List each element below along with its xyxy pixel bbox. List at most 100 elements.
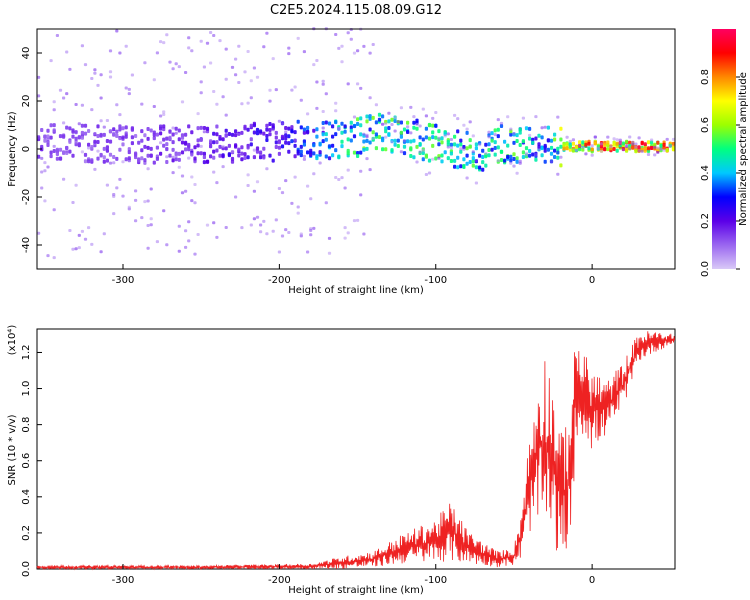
- heatmap-cell: [618, 141, 622, 145]
- heatmap-cell: [118, 137, 122, 141]
- heatmap-cell: [446, 145, 450, 149]
- heatmap-cell: [124, 44, 128, 48]
- heatmap-cell: [352, 219, 357, 223]
- heatmap-cell: [152, 130, 156, 135]
- heatmap-cell: [593, 135, 597, 139]
- heatmap-cell: [399, 120, 403, 125]
- heatmap-cell: [268, 122, 272, 126]
- heatmap-cell: [96, 134, 100, 138]
- heatmap-cell: [615, 148, 619, 153]
- heatmap-cell: [102, 132, 106, 137]
- heatmap-cell: [83, 237, 88, 241]
- heatmap-cell: [224, 133, 228, 138]
- heatmap-cell: [134, 198, 138, 202]
- heatmap-cell: [68, 139, 72, 144]
- heatmap-cell: [324, 132, 328, 137]
- heatmap-cell: [356, 122, 360, 126]
- heatmap-cell: [612, 147, 616, 151]
- heatmap-cell: [255, 75, 260, 79]
- heatmap-cell: [271, 57, 275, 61]
- heatmap-cell: [246, 155, 250, 160]
- heatmap-cell: [412, 125, 416, 130]
- heatmap-cell: [424, 126, 428, 131]
- heatmap-cell: [80, 103, 84, 107]
- heatmap-cell: [52, 123, 56, 128]
- heatmap-cell: [309, 197, 313, 201]
- heatmap-cell: [309, 229, 313, 232]
- heatmap-cell: [209, 144, 213, 149]
- heatmap-cell: [255, 149, 260, 154]
- heatmap-cell: [509, 158, 513, 163]
- heatmap-cell: [199, 151, 203, 156]
- heatmap-cell: [149, 128, 153, 133]
- heatmap-cell: [321, 126, 325, 130]
- snr-x-tick-label: 0: [589, 575, 595, 586]
- heatmap-cell: [118, 147, 122, 152]
- heatmap-cell: [246, 101, 250, 105]
- heatmap-cell: [371, 130, 375, 135]
- heatmap-cell: [237, 44, 241, 48]
- heatmap-cell: [393, 119, 397, 123]
- heatmap-cell: [52, 208, 56, 212]
- heatmap-cell: [359, 123, 363, 128]
- colorbar-gradient: [712, 29, 736, 269]
- heatmap-cell: [662, 142, 666, 147]
- heatmap-cell: [612, 142, 616, 147]
- heatmap-cell: [252, 189, 256, 193]
- heatmap-cell: [230, 132, 235, 137]
- heatmap-cell: [340, 176, 344, 180]
- heatmap-cell: [459, 147, 463, 151]
- heatmap-cell: [243, 70, 247, 74]
- heatmap-cell: [40, 128, 44, 132]
- heatmap-cell: [321, 121, 325, 125]
- heatmap-cell: [162, 113, 166, 116]
- heatmap-cell: [155, 51, 159, 55]
- spectrogram-y-tick-label: 20: [21, 95, 32, 108]
- heatmap-cell: [230, 150, 235, 154]
- heatmap-cell: [108, 152, 113, 157]
- heatmap-cell: [427, 123, 432, 128]
- heatmap-cell: [77, 142, 81, 147]
- heatmap-cell: [255, 180, 260, 184]
- heatmap-cell: [528, 153, 532, 158]
- heatmap-cell: [424, 114, 428, 118]
- heatmap-cell: [528, 126, 532, 131]
- heatmap-cell: [146, 153, 150, 158]
- heatmap-cell: [52, 149, 56, 153]
- heatmap-cell: [462, 165, 466, 169]
- heatmap-cell: [284, 130, 288, 134]
- heatmap-cell: [255, 131, 260, 136]
- heatmap-cell: [262, 45, 266, 49]
- spectrogram-cells: [37, 27, 676, 260]
- heatmap-cell: [171, 155, 175, 159]
- heatmap-cell: [315, 59, 319, 62]
- heatmap-cell: [255, 127, 260, 132]
- heatmap-cell: [343, 236, 347, 240]
- heatmap-cell: [359, 116, 363, 121]
- heatmap-cell: [581, 140, 585, 145]
- heatmap-cell: [77, 246, 81, 250]
- heatmap-cell: [108, 161, 113, 165]
- heatmap-cell: [312, 172, 316, 176]
- heatmap-cell: [108, 129, 113, 134]
- heatmap-cell: [377, 117, 382, 122]
- heatmap-cell: [581, 145, 585, 149]
- heatmap-cell: [49, 150, 53, 155]
- heatmap-cell: [650, 138, 654, 142]
- heatmap-cell: [590, 144, 594, 148]
- heatmap-cell: [543, 148, 547, 153]
- heatmap-cell: [224, 113, 228, 117]
- heatmap-cell: [515, 171, 519, 175]
- heatmap-cell: [427, 171, 432, 175]
- snr-multiplier: (x10⁴): [7, 325, 18, 356]
- heatmap-cell: [646, 153, 651, 156]
- heatmap-cell: [49, 154, 53, 159]
- heatmap-cell: [162, 41, 166, 45]
- heatmap-cell: [177, 137, 181, 142]
- heatmap-cell: [237, 133, 241, 136]
- heatmap-cell: [509, 161, 513, 165]
- heatmap-cell: [362, 147, 366, 152]
- heatmap-cell: [343, 129, 347, 134]
- heatmap-cell: [390, 117, 394, 122]
- spectrogram-x-tick-label: -200: [268, 275, 291, 286]
